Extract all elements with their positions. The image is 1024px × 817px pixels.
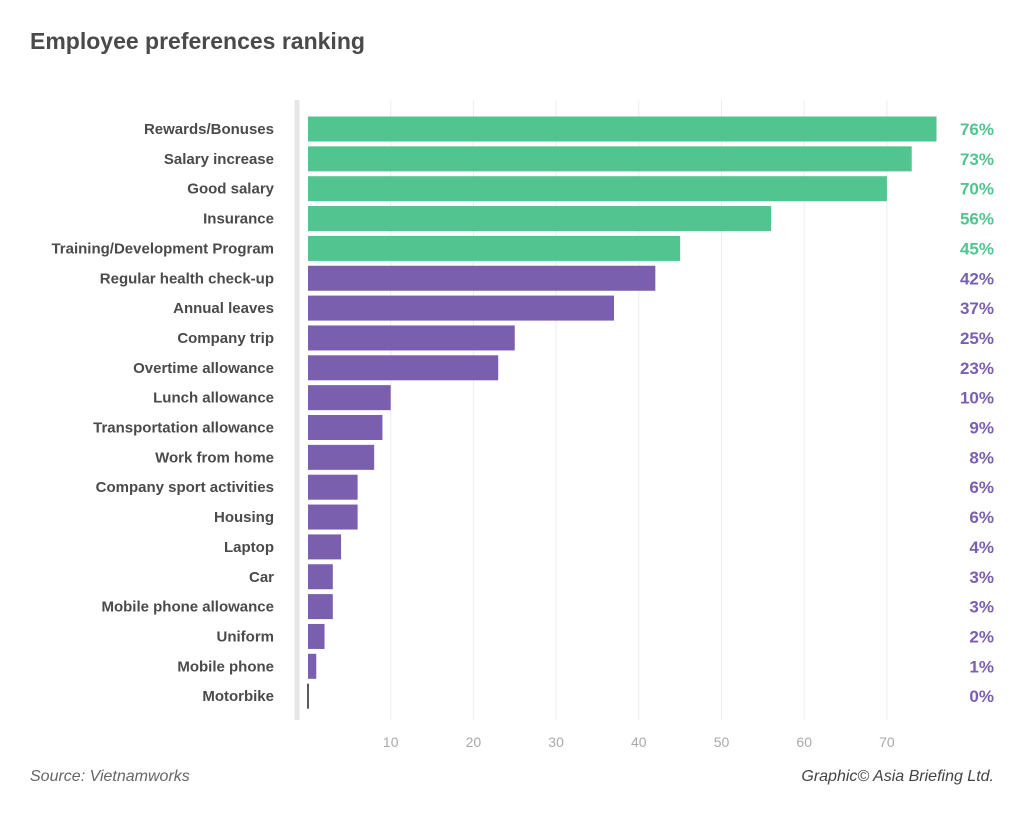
value-label: 6% [969, 508, 994, 527]
bar [308, 504, 358, 530]
category-label: Company trip [177, 330, 274, 347]
bar [308, 206, 772, 232]
category-label: Laptop [224, 539, 274, 556]
category-label: Mobile phone allowance [101, 599, 274, 616]
category-label: Training/Development Program [51, 240, 274, 257]
category-label: Work from home [155, 449, 274, 466]
value-label: 70% [960, 180, 994, 199]
chart-title: Employee preferences ranking [30, 28, 365, 54]
bar [308, 325, 515, 351]
bar [308, 534, 342, 560]
bar [308, 146, 912, 172]
category-label: Housing [214, 509, 274, 526]
bar [308, 235, 681, 261]
value-label: 25% [960, 329, 994, 348]
value-label: 73% [960, 150, 994, 169]
bar [308, 116, 937, 142]
category-label: Regular health check-up [100, 270, 274, 287]
category-label: Good salary [187, 181, 274, 198]
category-label: Insurance [203, 211, 274, 228]
value-label: 3% [969, 598, 994, 617]
credit-note: Graphic© Asia Briefing Ltd. [801, 768, 994, 785]
bar [308, 265, 656, 291]
x-tick-label: 30 [548, 734, 564, 750]
x-tick-label: 10 [383, 734, 399, 750]
x-tick-label: 50 [714, 734, 730, 750]
x-tick-label: 20 [466, 734, 482, 750]
bar [308, 355, 499, 381]
category-label: Motorbike [202, 688, 274, 705]
value-label: 4% [969, 538, 994, 557]
value-label: 0% [969, 687, 994, 706]
category-label: Company sport activities [96, 479, 274, 496]
bar [308, 594, 333, 620]
value-label: 3% [969, 568, 994, 587]
category-label: Car [249, 569, 274, 586]
category-label: Mobile phone [177, 658, 274, 675]
value-label: 1% [969, 657, 994, 676]
bar [308, 295, 614, 321]
value-label: 42% [960, 269, 994, 288]
value-label: 8% [969, 448, 994, 467]
category-label: Salary increase [164, 151, 274, 168]
category-label: Annual leaves [173, 300, 274, 317]
value-label: 10% [960, 389, 994, 408]
bar [308, 385, 391, 411]
x-tick-label: 70 [879, 734, 895, 750]
bar [308, 653, 317, 679]
source-note: Source: Vietnamworks [30, 768, 190, 785]
category-label: Transportation allowance [93, 420, 274, 437]
value-label: 9% [969, 419, 994, 438]
bar [308, 176, 887, 202]
value-label: 6% [969, 478, 994, 497]
bar [308, 564, 333, 590]
value-label: 37% [960, 299, 994, 318]
category-label: Lunch allowance [153, 390, 274, 407]
category-label: Rewards/Bonuses [144, 121, 274, 138]
bar [308, 474, 358, 500]
bar [308, 444, 375, 470]
value-label: 23% [960, 359, 994, 378]
x-tick-label: 40 [631, 734, 647, 750]
x-tick-label: 60 [796, 734, 812, 750]
category-label: Uniform [217, 628, 275, 645]
value-label: 76% [960, 120, 994, 139]
bar [308, 623, 325, 649]
bar [308, 415, 383, 440]
value-label: 45% [960, 239, 994, 258]
category-label: Overtime allowance [133, 360, 274, 377]
value-label: 2% [969, 627, 994, 646]
value-label: 56% [960, 210, 994, 229]
